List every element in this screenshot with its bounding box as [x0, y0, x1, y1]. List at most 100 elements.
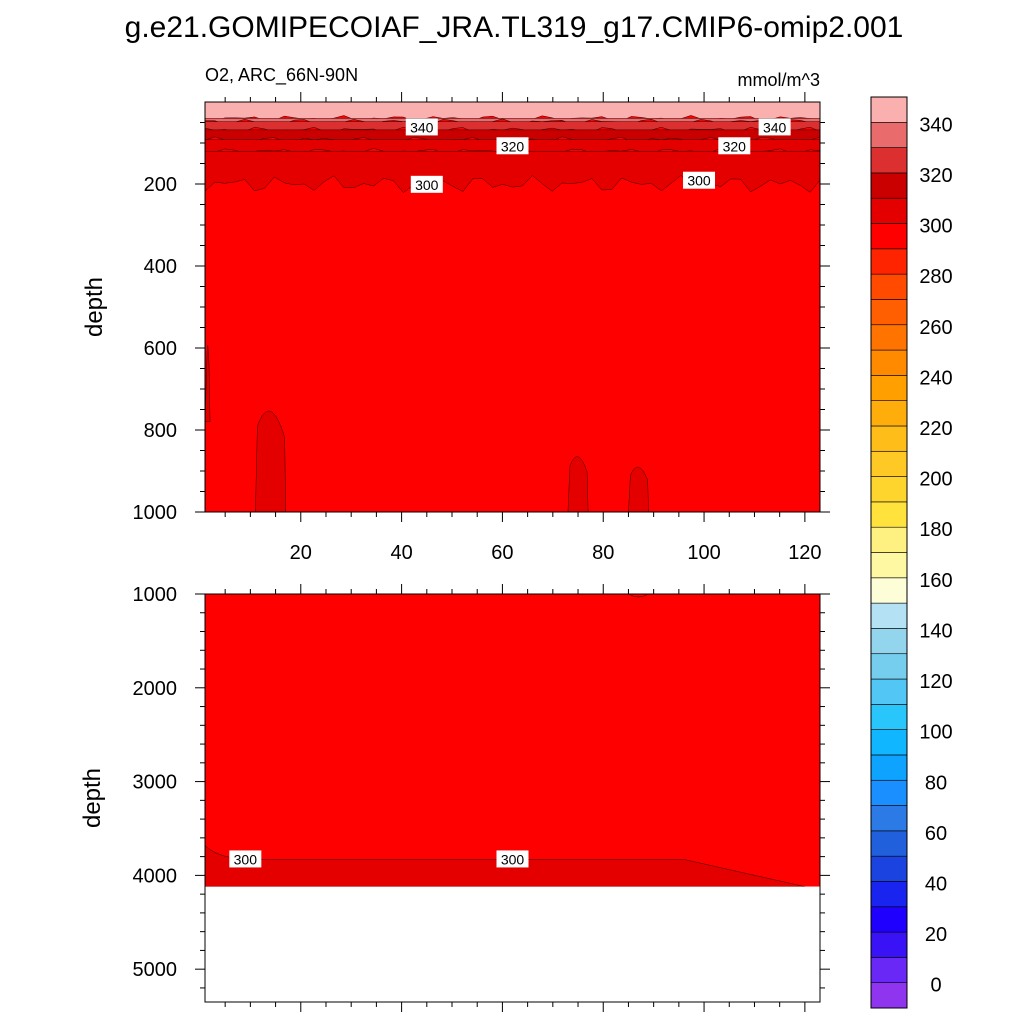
- y-tick-label: 2000: [133, 678, 178, 700]
- contour-patch: [628, 466, 649, 513]
- colorbar-swatch: [870, 881, 908, 908]
- colorbar-swatch: [870, 172, 908, 199]
- colorbar-swatch: [870, 375, 908, 401]
- no-data-region: [205, 886, 820, 1002]
- colorbar-tick-label: 280: [919, 266, 952, 288]
- y-tick-label: 1000: [133, 584, 178, 606]
- colorbar-swatch: [870, 552, 908, 579]
- colorbar-swatch: [870, 931, 908, 958]
- colorbar-swatch: [870, 805, 908, 832]
- colorbar-swatch: [870, 324, 908, 351]
- colorbar-swatch: [870, 96, 908, 123]
- contour-label: 340: [405, 118, 438, 136]
- colorbar-tick-label: 300: [919, 216, 952, 238]
- colorbar-tick-label: 200: [919, 469, 952, 491]
- colorbar-swatch: [870, 653, 908, 680]
- lower-y-axis-label: depth: [79, 768, 106, 828]
- figure-title: g.e21.GOMIPECOIAF_JRA.TL319_g17.CMIP6-om…: [125, 11, 904, 44]
- panel-subtitle-right: mmol/m^3: [738, 70, 820, 90]
- contour-label: 320: [718, 137, 751, 155]
- colorbar-tick-label: 220: [919, 418, 952, 440]
- contour-patch: [255, 410, 286, 513]
- colorbar-swatch: [870, 906, 908, 933]
- colorbar-swatch: [870, 501, 908, 528]
- colorbar-swatch: [870, 122, 908, 148]
- colorbar-swatch: [870, 526, 908, 553]
- x-tick-label: 80: [592, 542, 614, 564]
- colorbar-tick-label: 0: [930, 975, 941, 997]
- colorbar-tick-label: 80: [925, 772, 947, 794]
- upper-panel: O2, ARC_66N-90N mmol/m^3 340 340 320 320 300 30…: [81, 65, 830, 564]
- colorbar-swatch: [870, 147, 908, 174]
- contour-label: 320: [496, 137, 529, 155]
- contour-label-text: 320: [501, 138, 525, 154]
- colorbar-swatch: [870, 982, 908, 1009]
- contour-label: 300: [496, 850, 529, 868]
- colorbar-swatch: [870, 349, 908, 376]
- x-tick-label: 20: [290, 542, 312, 564]
- contour-label-text: 340: [763, 119, 787, 135]
- contour-label-text: 300: [415, 177, 439, 193]
- contour-label-box: [405, 118, 438, 136]
- colorbar-tick-label: 140: [919, 620, 952, 642]
- contour-patch: [567, 456, 589, 513]
- colorbar-swatch: [870, 704, 908, 730]
- y-tick-label: 600: [144, 338, 177, 360]
- panel-subtitle-left: O2, ARC_66N-90N: [205, 65, 358, 86]
- colorbar-swatch: [870, 248, 908, 275]
- colorbar-swatch: [870, 223, 908, 250]
- colorbar-swatch: [870, 779, 908, 806]
- colorbar-tick-label: 320: [919, 165, 952, 187]
- colorbar-swatch: [870, 273, 908, 300]
- contour-band-310: [204, 150, 821, 193]
- colorbar-tick-label: 260: [919, 317, 952, 339]
- colorbar-swatch: [870, 602, 908, 629]
- contour-label-box: [718, 137, 751, 155]
- contour-label-text: 300: [234, 851, 258, 867]
- contour-label-box: [496, 137, 529, 155]
- y-tick-label: 1000: [133, 502, 178, 524]
- colorbar-tick-label: 120: [919, 671, 952, 693]
- colorbar-tick-label: 60: [925, 823, 947, 845]
- colorbar-swatch: [870, 754, 908, 781]
- colorbar-swatch: [870, 628, 908, 655]
- contour-label: 300: [683, 171, 716, 189]
- contour-label-text: 300: [687, 173, 711, 189]
- contour-label-text: 320: [723, 138, 747, 154]
- lower-plot-frame: [204, 593, 821, 1003]
- colorbar-swatch: [870, 425, 908, 452]
- colorbar-swatch: [870, 577, 908, 604]
- x-tick-label: 40: [390, 542, 412, 564]
- colorbar-swatch: [870, 299, 908, 326]
- colorbar-swatch: [870, 400, 908, 427]
- y-tick-label: 5000: [133, 959, 178, 981]
- y-tick-label: 4000: [133, 865, 178, 887]
- x-tick-label: 60: [491, 542, 513, 564]
- contour-label-box: [229, 850, 262, 868]
- field-background: [205, 594, 820, 887]
- colorbar-swatch: [870, 450, 908, 477]
- colorbar-tick-label: 180: [919, 519, 952, 541]
- colorbar-tick-label: 20: [925, 924, 947, 946]
- y-tick-label: 800: [144, 420, 177, 442]
- contour-label-box: [683, 171, 716, 189]
- colorbar-swatch: [870, 197, 908, 224]
- colorbar-tick-label: 100: [919, 722, 952, 744]
- colorbar-tick-label: 160: [919, 570, 952, 592]
- x-tick-label: 120: [788, 542, 821, 564]
- y-tick-label: 400: [144, 256, 177, 278]
- x-tick-label: 100: [687, 542, 720, 564]
- y-tick-label: 200: [144, 174, 177, 196]
- contour-patch: [204, 345, 211, 423]
- colorbar-tick-label: 40: [925, 873, 947, 895]
- contour-label-text: 300: [501, 851, 525, 867]
- contour-line: [628, 593, 649, 598]
- colorbar-tick-label: 340: [919, 114, 952, 136]
- colorbar-swatch: [870, 855, 908, 882]
- y-tick-label: 3000: [133, 772, 178, 794]
- colorbar-swatch: [870, 729, 908, 756]
- contour-label: 300: [229, 850, 262, 868]
- contour-label-text: 340: [410, 119, 434, 135]
- colorbar-tick-label: 240: [919, 367, 952, 389]
